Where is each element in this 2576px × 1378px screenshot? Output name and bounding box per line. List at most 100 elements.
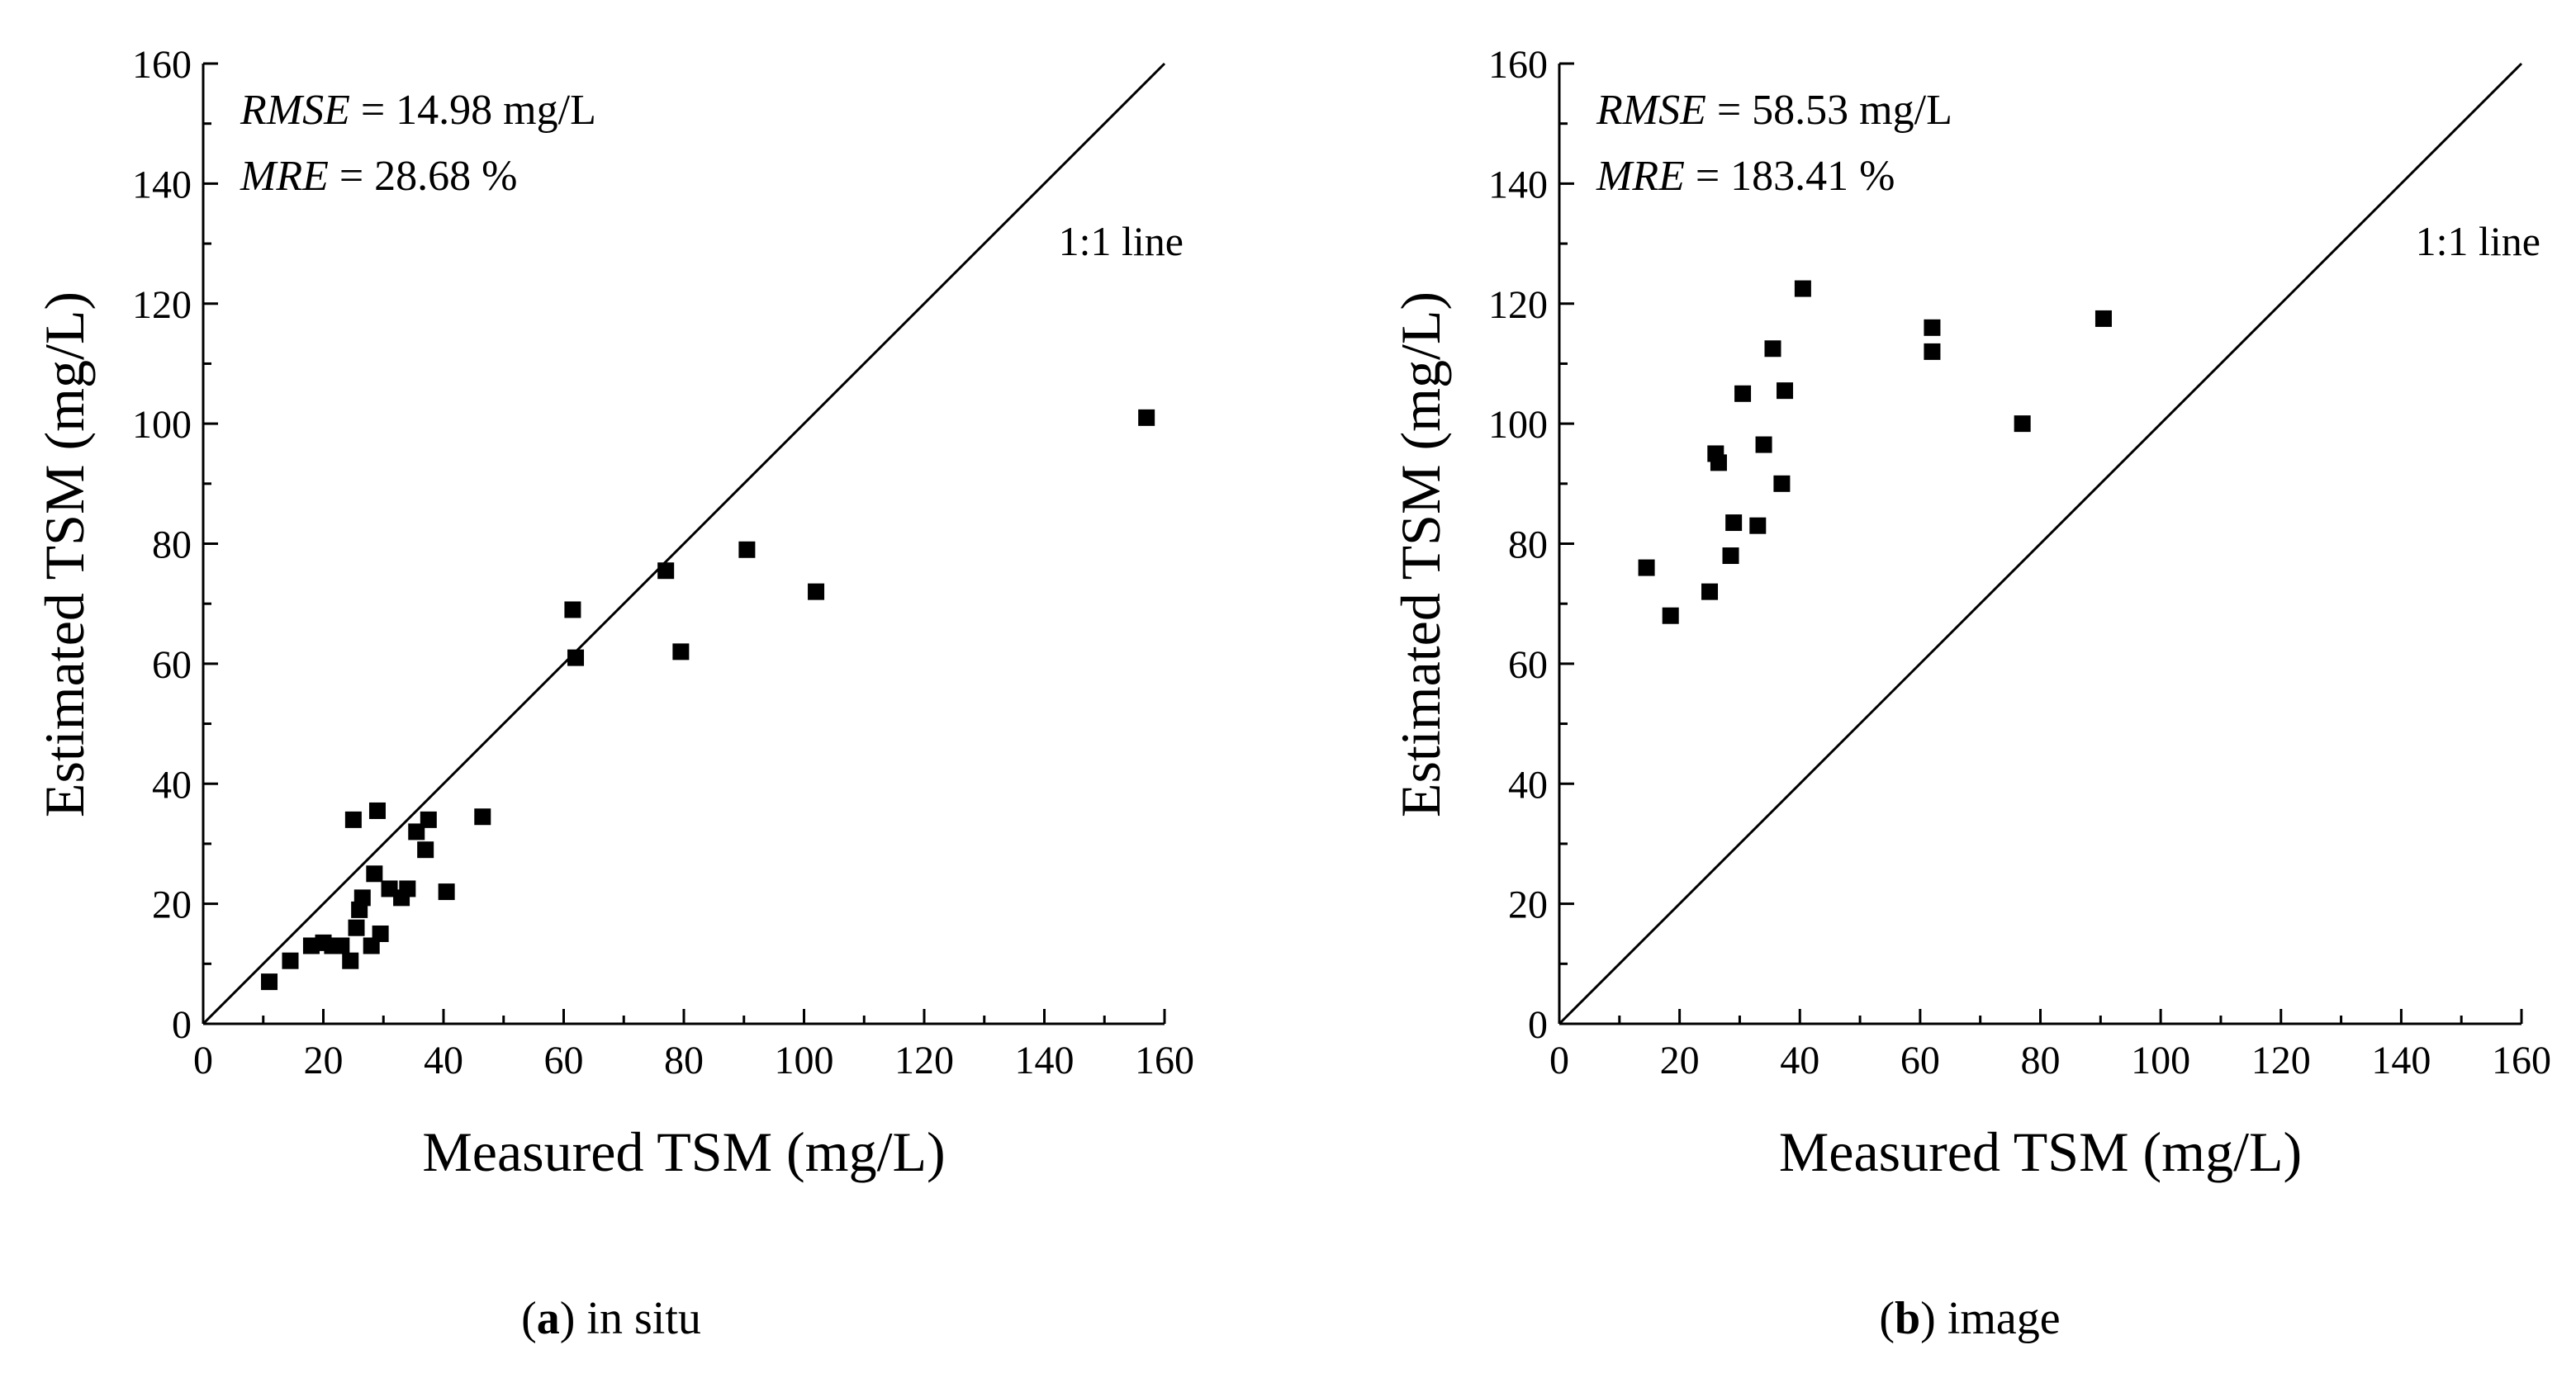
y-axis-title: Estimated TSM (mg/L)	[1389, 291, 1452, 817]
data-point	[1794, 280, 1811, 297]
x-tick-label: 140	[1015, 1039, 1075, 1082]
one-to-one-line-label: 1:1 line	[2416, 218, 2540, 264]
data-point	[1725, 514, 1743, 532]
data-point	[1701, 583, 1719, 600]
data-point	[417, 841, 434, 859]
data-point	[261, 973, 278, 991]
data-point	[438, 883, 455, 901]
data-point	[672, 643, 690, 661]
y-axis-title: Estimated TSM (mg/L)	[33, 291, 96, 817]
data-point	[372, 925, 389, 942]
x-tick-label: 40	[1780, 1039, 1819, 1082]
stat-mre: MRE = 183.41 %	[1596, 153, 1895, 200]
y-tick-label: 160	[1488, 43, 1548, 87]
x-tick-label: 140	[2371, 1039, 2431, 1082]
stat-name: RMSE	[1596, 87, 1706, 134]
x-tick-label: 100	[775, 1039, 834, 1082]
stat-mre: MRE = 28.68 %	[240, 153, 518, 200]
stat-value: = 183.41 %	[1685, 153, 1895, 200]
stat-name: RMSE	[240, 87, 350, 134]
data-point	[399, 880, 416, 897]
x-tick-label: 20	[1660, 1039, 1700, 1082]
data-point	[808, 583, 825, 600]
x-tick-label: 0	[193, 1039, 213, 1082]
data-point	[1638, 559, 1655, 576]
data-point	[348, 919, 365, 936]
stat-value: = 14.98 mg/L	[350, 87, 596, 134]
one-to-one-line-label: 1:1 line	[1059, 218, 1184, 264]
x-tick-label: 100	[2131, 1039, 2190, 1082]
y-tick-label: 160	[132, 43, 192, 87]
stat-rmse: RMSE = 14.98 mg/L	[240, 87, 596, 134]
stat-name: MRE	[1596, 153, 1685, 200]
caption-text: in situ	[575, 1293, 700, 1344]
caption-letter: b	[1895, 1293, 1920, 1344]
x-axis-title: Measured TSM (mg/L)	[422, 1120, 945, 1183]
caption-text: image	[1936, 1293, 2061, 1344]
y-tick-label: 0	[1528, 1003, 1548, 1047]
x-tick-label: 40	[424, 1039, 463, 1082]
data-point	[1722, 547, 1739, 565]
data-point	[1138, 409, 1155, 426]
data-point	[2094, 310, 2112, 327]
x-tick-label: 120	[2251, 1039, 2311, 1082]
data-point	[738, 541, 756, 558]
data-point	[564, 601, 581, 618]
chart-panel-b: 0 20 40 60 80 100 120 140 160 0 20 40 60 80 100 120 140 1…	[1389, 43, 2551, 1344]
data-point	[1749, 517, 1767, 534]
x-tick-label: 160	[2492, 1039, 2551, 1082]
data-point	[344, 811, 362, 828]
y-tick-label: 60	[1508, 643, 1548, 687]
y-tick-label: 120	[1488, 283, 1548, 327]
data-point	[1662, 607, 1679, 624]
data-point	[282, 952, 299, 969]
data-point	[1924, 319, 1941, 336]
data-point	[1734, 385, 1752, 402]
caption-paren-open: (	[521, 1293, 537, 1344]
one-to-one-line	[1558, 62, 2523, 1025]
y-tick-label: 80	[152, 523, 192, 567]
stat-rmse: RMSE = 58.53 mg/L	[1596, 87, 1952, 134]
stat-name: MRE	[240, 153, 329, 200]
caption-letter: a	[537, 1293, 560, 1344]
data-point	[567, 649, 585, 666]
chart-panel-a: 0 20 40 60 80 100 120 140 160 0 20 40 60 80 100 120 140 1…	[33, 43, 1194, 1344]
y-tick-label: 40	[152, 763, 192, 807]
data-point	[1755, 436, 1772, 453]
data-point	[366, 865, 383, 883]
data-point	[1924, 343, 1941, 360]
panel-caption: (a) in situ	[521, 1293, 701, 1344]
one-to-one-line	[202, 62, 1166, 1025]
x-tick-label: 80	[2021, 1039, 2061, 1082]
x-axis-title: Measured TSM (mg/L)	[1779, 1120, 2302, 1183]
data-point	[368, 802, 386, 819]
y-tick-label: 140	[1488, 163, 1548, 206]
y-tick-label: 80	[1508, 523, 1548, 567]
data-point	[1773, 475, 1791, 492]
x-tick-label: 20	[304, 1039, 344, 1082]
data-point	[2014, 415, 2031, 433]
y-tick-label: 40	[1508, 763, 1548, 807]
y-tick-label: 20	[1508, 883, 1548, 927]
y-tick-label: 20	[152, 883, 192, 927]
caption-paren-close: )	[560, 1293, 576, 1344]
x-tick-label: 60	[544, 1039, 584, 1082]
x-tick-label: 0	[1549, 1039, 1569, 1082]
y-tick-label: 100	[132, 403, 192, 447]
stat-value: = 58.53 mg/L	[1706, 87, 1952, 134]
data-point	[474, 808, 491, 826]
y-tick-label: 60	[152, 643, 192, 687]
data-point	[1777, 382, 1794, 400]
y-tick-label: 0	[172, 1003, 192, 1047]
data-point	[1710, 454, 1727, 471]
x-tick-label: 60	[1900, 1039, 1940, 1082]
y-tick-label: 120	[132, 283, 192, 327]
caption-paren-open: (	[1879, 1293, 1895, 1344]
data-point	[353, 889, 371, 907]
data-point	[420, 811, 437, 828]
data-point	[1764, 340, 1781, 358]
x-tick-label: 120	[894, 1039, 954, 1082]
data-point	[333, 937, 350, 954]
x-tick-label: 80	[664, 1039, 704, 1082]
